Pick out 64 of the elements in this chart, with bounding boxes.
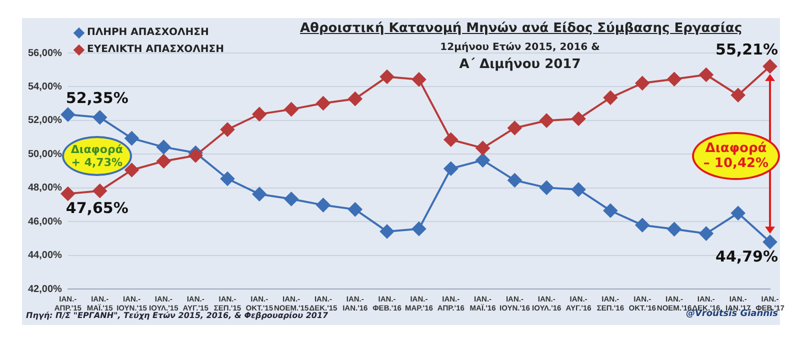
annotation: Διαφορά – 10,42% <box>692 132 780 180</box>
y-tick-label: 48,00% <box>28 182 62 194</box>
y-tick-label: 42,00% <box>28 284 62 295</box>
point <box>124 162 139 177</box>
point <box>540 180 554 195</box>
point <box>156 140 171 154</box>
point <box>540 114 554 128</box>
point <box>699 68 714 82</box>
legend-label: ΕΥΕΛΙΚΤΗ ΑΠΑΣΧΟΛΗΣΗ <box>87 44 224 55</box>
point <box>92 184 107 198</box>
annotation: Διαφορά + 4,73% <box>62 136 132 176</box>
data-label: 52,35% <box>66 88 128 107</box>
point <box>220 172 234 186</box>
point <box>444 162 458 176</box>
point <box>348 202 362 216</box>
point <box>60 186 75 201</box>
point <box>348 92 362 106</box>
legend-label: ΠΛΗΡΗ ΑΠΑΣΧΟΛΗΣΗ <box>87 27 209 38</box>
y-tick-label: 50,00% <box>28 148 62 160</box>
point <box>444 132 458 147</box>
point <box>316 96 330 110</box>
point <box>412 72 426 86</box>
point <box>188 148 203 162</box>
y-tick-label: 52,00% <box>28 115 62 126</box>
y-tick-label: 46,00% <box>28 216 62 228</box>
point <box>763 234 777 249</box>
point <box>252 187 266 202</box>
point <box>763 59 777 74</box>
point <box>635 76 650 90</box>
data-label: 55,21% <box>716 40 778 59</box>
point <box>60 108 75 122</box>
point <box>508 121 522 136</box>
point <box>699 226 714 241</box>
point <box>572 112 586 126</box>
point <box>380 70 394 84</box>
point <box>667 222 682 236</box>
point <box>476 141 490 156</box>
point <box>380 224 394 239</box>
point <box>252 107 266 122</box>
point <box>731 88 746 102</box>
point <box>603 90 618 105</box>
chart-subtitle: 12μήνου Ετών 2015, 2016 & Α΄ Διμήνου 2017 <box>439 41 601 73</box>
data-label: 47,65% <box>66 199 128 218</box>
point <box>284 192 298 206</box>
y-tick-label: 56,00% <box>28 48 62 59</box>
point <box>572 182 586 197</box>
point <box>476 153 490 168</box>
point <box>603 204 618 218</box>
y-tick-label: 44,00% <box>28 250 62 262</box>
point <box>316 198 330 212</box>
point <box>92 110 107 124</box>
point <box>284 102 298 116</box>
text: Πηγή: Π/Σ "ΕΡΓΑΝΗ", Τεύχη Ετών 2015, 2016, & Φεβρουαρίου 2017 <box>26 311 328 320</box>
y-tick-label: 54,00% <box>28 81 62 92</box>
point <box>731 206 746 220</box>
point <box>508 173 522 188</box>
point <box>124 131 139 146</box>
chart-title: Αθροιστική Κατανομή Μηνών ανά Είδος Σύμβασης Εργασίας <box>300 21 742 36</box>
point <box>667 72 682 86</box>
point <box>412 222 426 236</box>
point <box>156 154 171 168</box>
point <box>635 218 650 232</box>
point <box>220 122 234 137</box>
data-label: 44,79% <box>716 247 778 266</box>
